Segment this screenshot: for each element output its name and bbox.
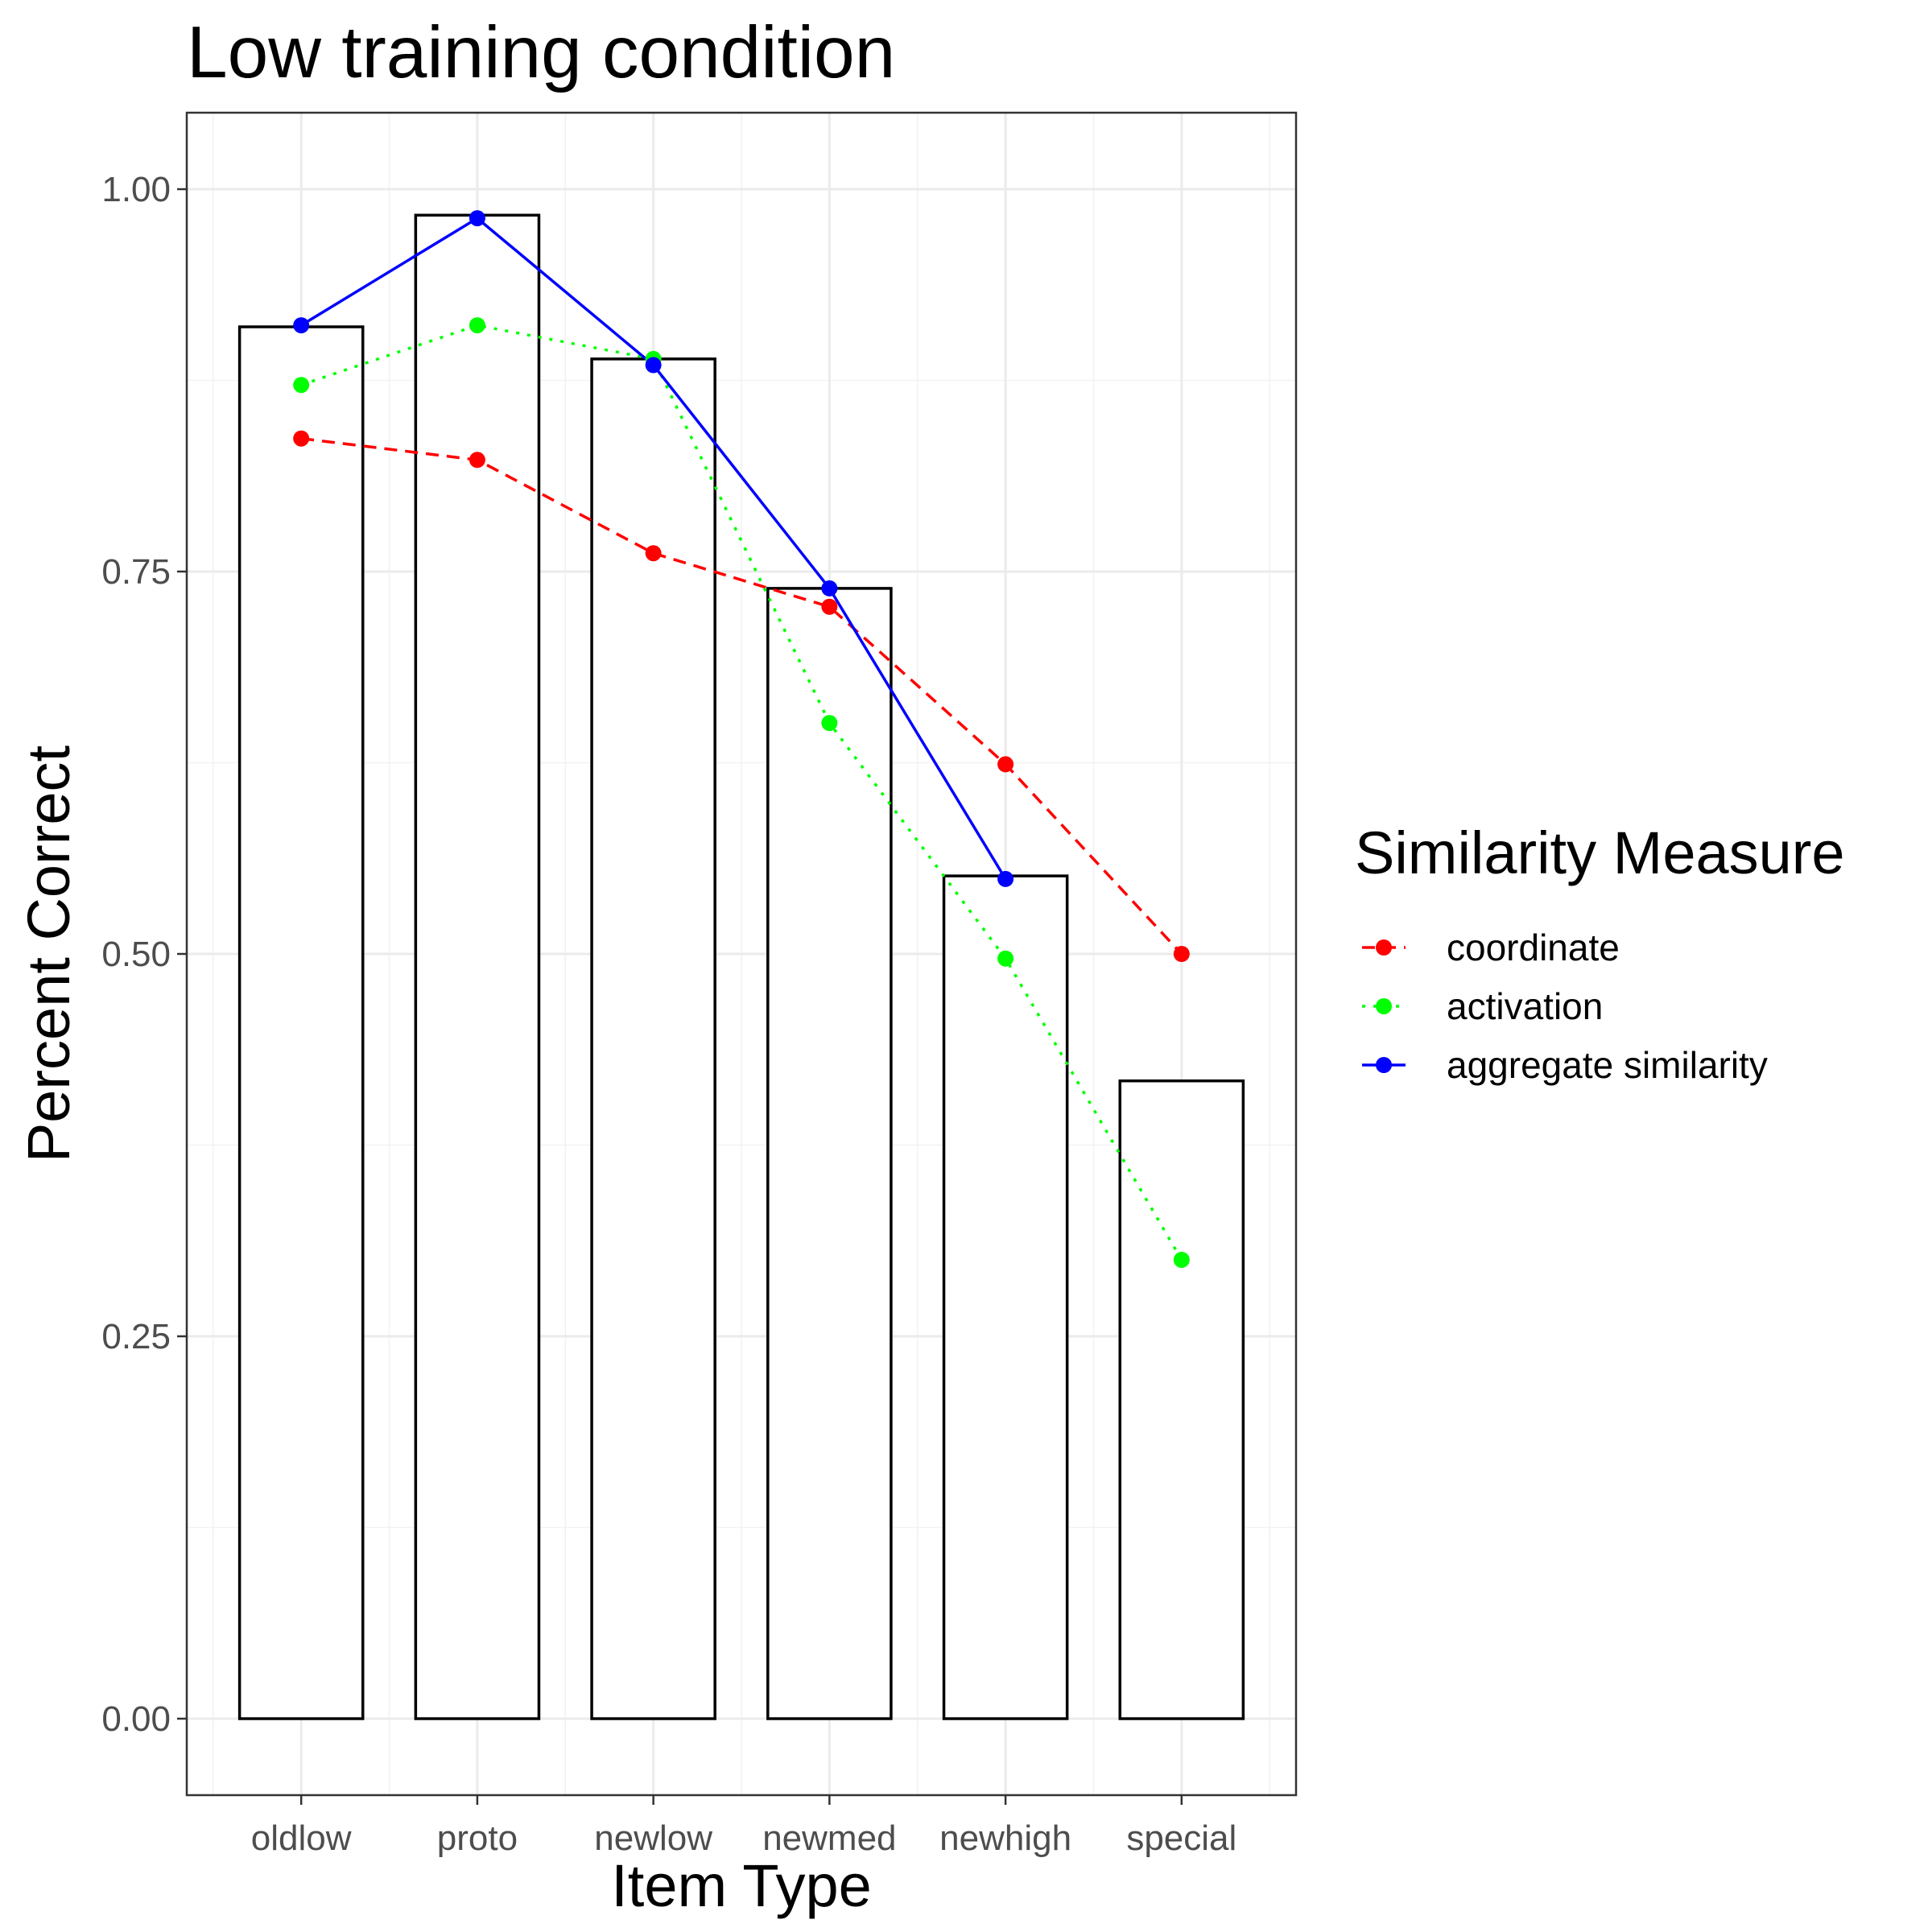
point-coordinate-oldlow	[293, 430, 310, 447]
x-tick-label-proto: proto	[437, 1818, 518, 1858]
x-tick-label-newlow: newlow	[594, 1818, 712, 1858]
y-axis-title: Percent Correct	[15, 745, 82, 1162]
x-tick-label-special: special	[1126, 1818, 1236, 1858]
point-coordinate-proto	[469, 452, 485, 469]
point-aggregate-similarity-newhigh	[997, 870, 1014, 887]
legend-key-point	[1376, 998, 1392, 1014]
point-aggregate-similarity-proto	[469, 210, 485, 227]
x-axis: oldlow proto newlow newmed newhigh special	[251, 1795, 1236, 1858]
point-aggregate-similarity-oldlow	[293, 317, 310, 334]
x-tick-label-newmed: newmed	[762, 1818, 896, 1858]
series-points	[293, 210, 1190, 1268]
point-activation-newmed	[821, 715, 838, 732]
x-tick-label-newhigh: newhigh	[939, 1818, 1071, 1858]
point-activation-newhigh	[997, 950, 1014, 967]
series-line-coordinate	[300, 436, 1183, 956]
legend: Similarity Measure coordinate activation a…	[1355, 819, 1845, 1086]
point-coordinate-newhigh	[997, 756, 1014, 773]
chart-title: Low training condition	[187, 12, 895, 93]
point-coordinate-newlow	[645, 545, 662, 562]
legend-key-point	[1376, 939, 1392, 956]
point-activation-proto	[469, 317, 485, 334]
bar-special	[1118, 1079, 1245, 1720]
point-activation-oldlow	[293, 377, 310, 394]
legend-label: coordinate	[1447, 927, 1620, 968]
legend-label: aggregate similarity	[1447, 1044, 1768, 1086]
bar-oldlow	[237, 325, 365, 1720]
point-coordinate-special	[1173, 946, 1190, 962]
bar-newmed	[766, 587, 893, 1720]
legend-label: activation	[1447, 985, 1603, 1027]
x-axis-title: Item Type	[611, 1852, 872, 1919]
legend-title: Similarity Measure	[1355, 819, 1845, 886]
y-tick-label: 0.25	[101, 1317, 171, 1356]
legend-key-point	[1376, 1057, 1392, 1073]
y-tick-label: 1.00	[101, 170, 171, 209]
point-aggregate-similarity-newlow	[645, 357, 662, 374]
point-aggregate-similarity-newmed	[821, 580, 838, 597]
legend-item-aggregate-similarity: aggregate similarity	[1362, 1044, 1768, 1086]
x-tick-label-oldlow: oldlow	[251, 1818, 352, 1858]
legend-item-coordinate: coordinate	[1362, 927, 1620, 968]
legend-item-activation: activation	[1362, 985, 1603, 1027]
bar-newhigh	[942, 874, 1069, 1720]
point-coordinate-newmed	[821, 598, 838, 615]
y-tick-label: 0.00	[101, 1699, 171, 1739]
bar-proto	[414, 213, 541, 1720]
y-axis: 0.00 0.25 0.50 0.75 1.00	[101, 170, 187, 1739]
bar-newlow	[590, 357, 716, 1720]
y-tick-label: 0.50	[101, 935, 171, 974]
y-tick-label: 0.75	[101, 552, 171, 592]
point-activation-special	[1173, 1252, 1190, 1268]
